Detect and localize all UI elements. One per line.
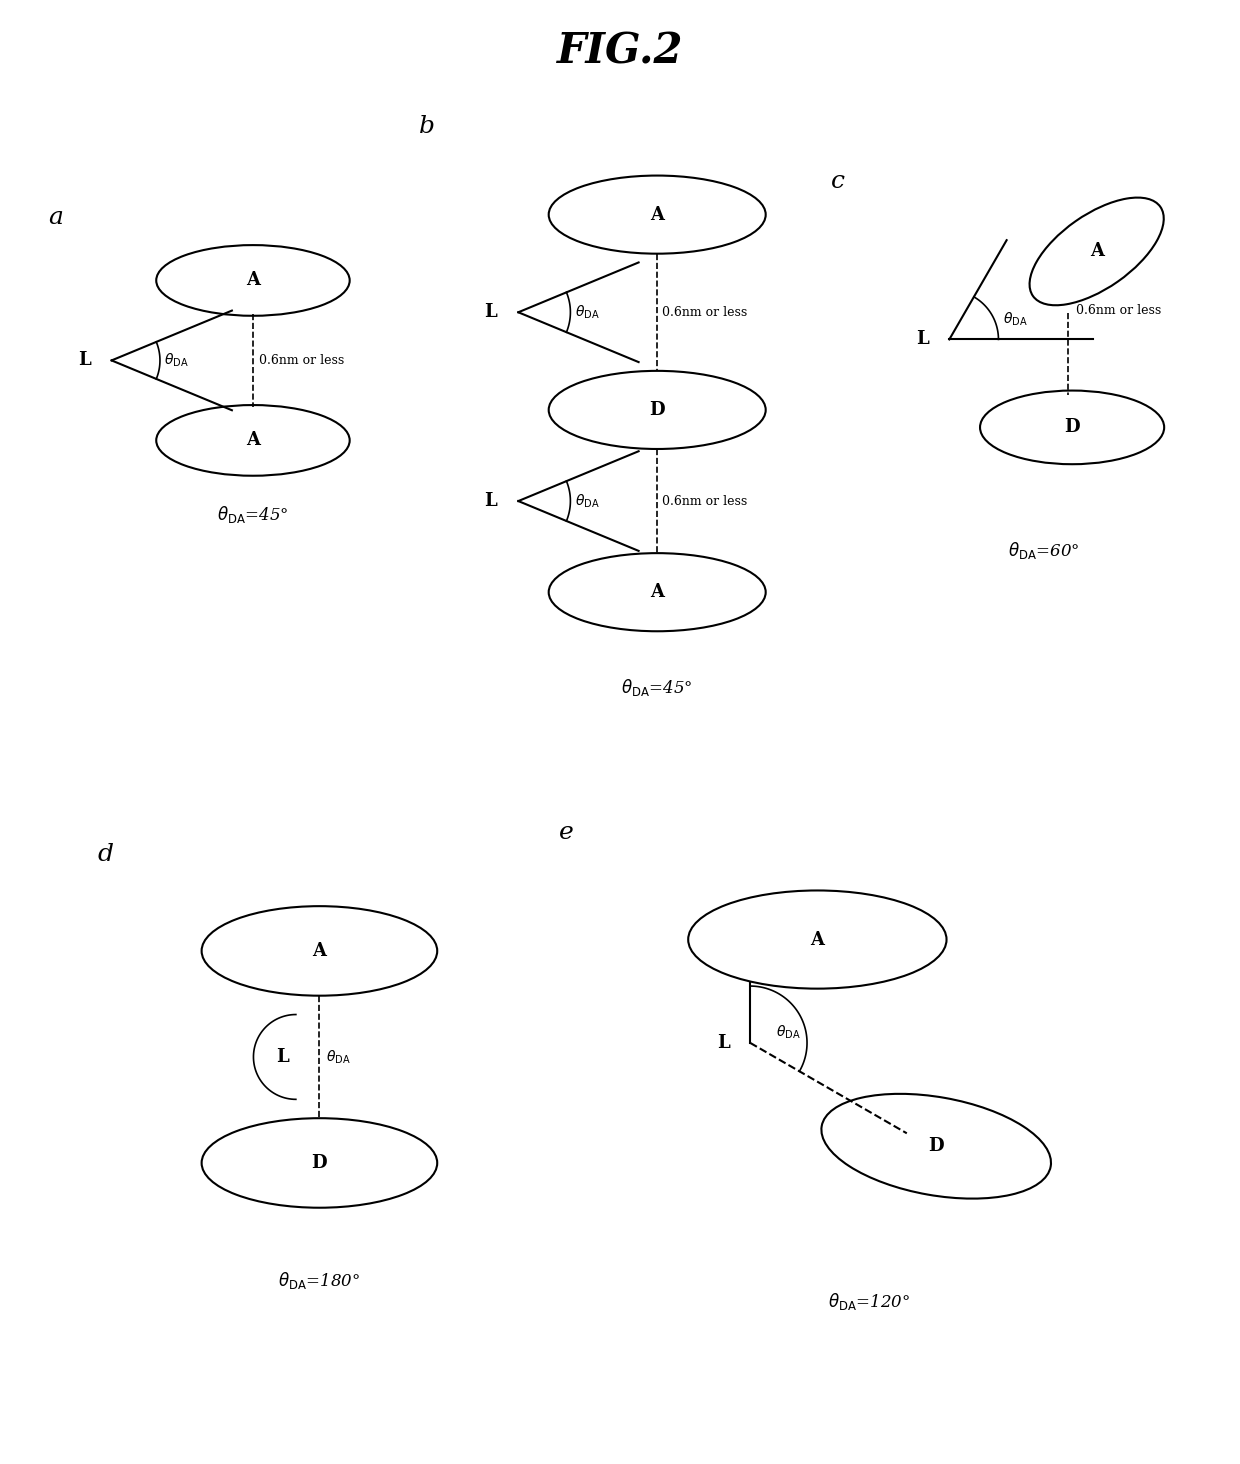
Text: A: A — [312, 941, 326, 960]
Text: b: b — [419, 114, 434, 138]
Text: 0.6nm or less: 0.6nm or less — [662, 495, 746, 508]
Text: A: A — [811, 931, 825, 949]
Text: A: A — [246, 432, 260, 449]
Text: D: D — [929, 1138, 944, 1155]
Text: d: d — [98, 843, 114, 865]
Text: $\theta$$_{\rm DA}$: $\theta$$_{\rm DA}$ — [776, 1023, 801, 1041]
Text: $\theta$$_{\rm DA}$=45°: $\theta$$_{\rm DA}$=45° — [217, 504, 289, 526]
Text: L: L — [78, 351, 91, 369]
Text: $\theta$$_{\rm DA}$: $\theta$$_{\rm DA}$ — [1002, 310, 1027, 328]
Text: L: L — [277, 1048, 289, 1066]
Text: D: D — [650, 401, 665, 419]
Text: D: D — [311, 1154, 327, 1173]
Text: A: A — [1090, 243, 1104, 261]
Text: A: A — [650, 205, 665, 224]
Text: L: L — [717, 1034, 729, 1053]
Text: $\theta$$_{\rm DA}$: $\theta$$_{\rm DA}$ — [575, 303, 599, 321]
Text: $\theta$$_{\rm DA}$: $\theta$$_{\rm DA}$ — [575, 492, 599, 509]
Text: $\theta$$_{\rm DA}$=180°: $\theta$$_{\rm DA}$=180° — [278, 1271, 361, 1291]
Text: 0.6nm or less: 0.6nm or less — [258, 354, 343, 367]
Text: D: D — [1064, 419, 1080, 436]
Text: c: c — [831, 170, 844, 193]
Text: e: e — [559, 821, 574, 843]
Text: $\theta$$_{\rm DA}$=60°: $\theta$$_{\rm DA}$=60° — [1008, 540, 1079, 561]
Text: FIG.2: FIG.2 — [557, 31, 683, 72]
Text: 0.6nm or less: 0.6nm or less — [1076, 305, 1162, 318]
Text: $\theta$$_{\rm DA}$=45°: $\theta$$_{\rm DA}$=45° — [621, 678, 693, 698]
Text: L: L — [484, 303, 496, 321]
Text: $\theta$$_{\rm DA}$: $\theta$$_{\rm DA}$ — [326, 1048, 351, 1066]
Text: a: a — [48, 206, 63, 228]
Text: L: L — [484, 492, 496, 509]
Text: $\theta$$_{\rm DA}$=120°: $\theta$$_{\rm DA}$=120° — [828, 1291, 910, 1312]
Text: A: A — [246, 271, 260, 290]
Text: A: A — [650, 583, 665, 602]
Text: 0.6nm or less: 0.6nm or less — [662, 306, 746, 319]
Text: $\theta$$_{\rm DA}$: $\theta$$_{\rm DA}$ — [164, 351, 188, 369]
Text: L: L — [916, 331, 929, 348]
